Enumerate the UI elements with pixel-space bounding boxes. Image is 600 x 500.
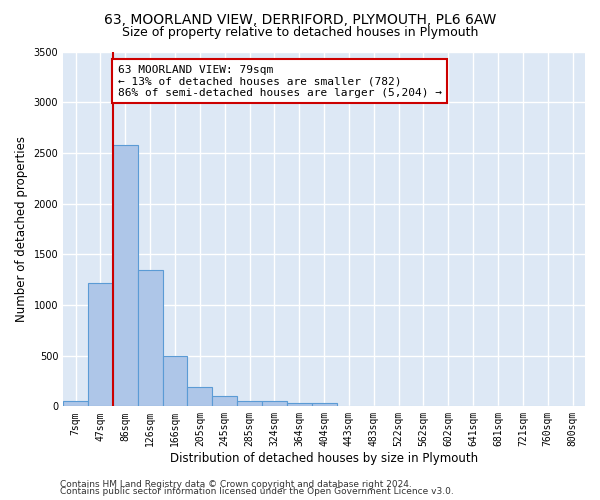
Bar <box>237 402 262 406</box>
Bar <box>287 404 311 406</box>
Bar <box>311 404 337 406</box>
Bar <box>138 270 163 406</box>
Text: 63 MOORLAND VIEW: 79sqm
← 13% of detached houses are smaller (782)
86% of semi-d: 63 MOORLAND VIEW: 79sqm ← 13% of detache… <box>118 64 442 98</box>
Text: Contains public sector information licensed under the Open Government Licence v3: Contains public sector information licen… <box>60 488 454 496</box>
Text: Contains HM Land Registry data © Crown copyright and database right 2024.: Contains HM Land Registry data © Crown c… <box>60 480 412 489</box>
Text: 63, MOORLAND VIEW, DERRIFORD, PLYMOUTH, PL6 6AW: 63, MOORLAND VIEW, DERRIFORD, PLYMOUTH, … <box>104 12 496 26</box>
Bar <box>163 356 187 406</box>
Bar <box>63 402 88 406</box>
Bar <box>212 396 237 406</box>
Y-axis label: Number of detached properties: Number of detached properties <box>15 136 28 322</box>
Bar <box>88 282 113 406</box>
Text: Size of property relative to detached houses in Plymouth: Size of property relative to detached ho… <box>122 26 478 39</box>
X-axis label: Distribution of detached houses by size in Plymouth: Distribution of detached houses by size … <box>170 452 478 465</box>
Bar <box>187 387 212 406</box>
Bar <box>113 145 138 406</box>
Bar <box>262 402 287 406</box>
